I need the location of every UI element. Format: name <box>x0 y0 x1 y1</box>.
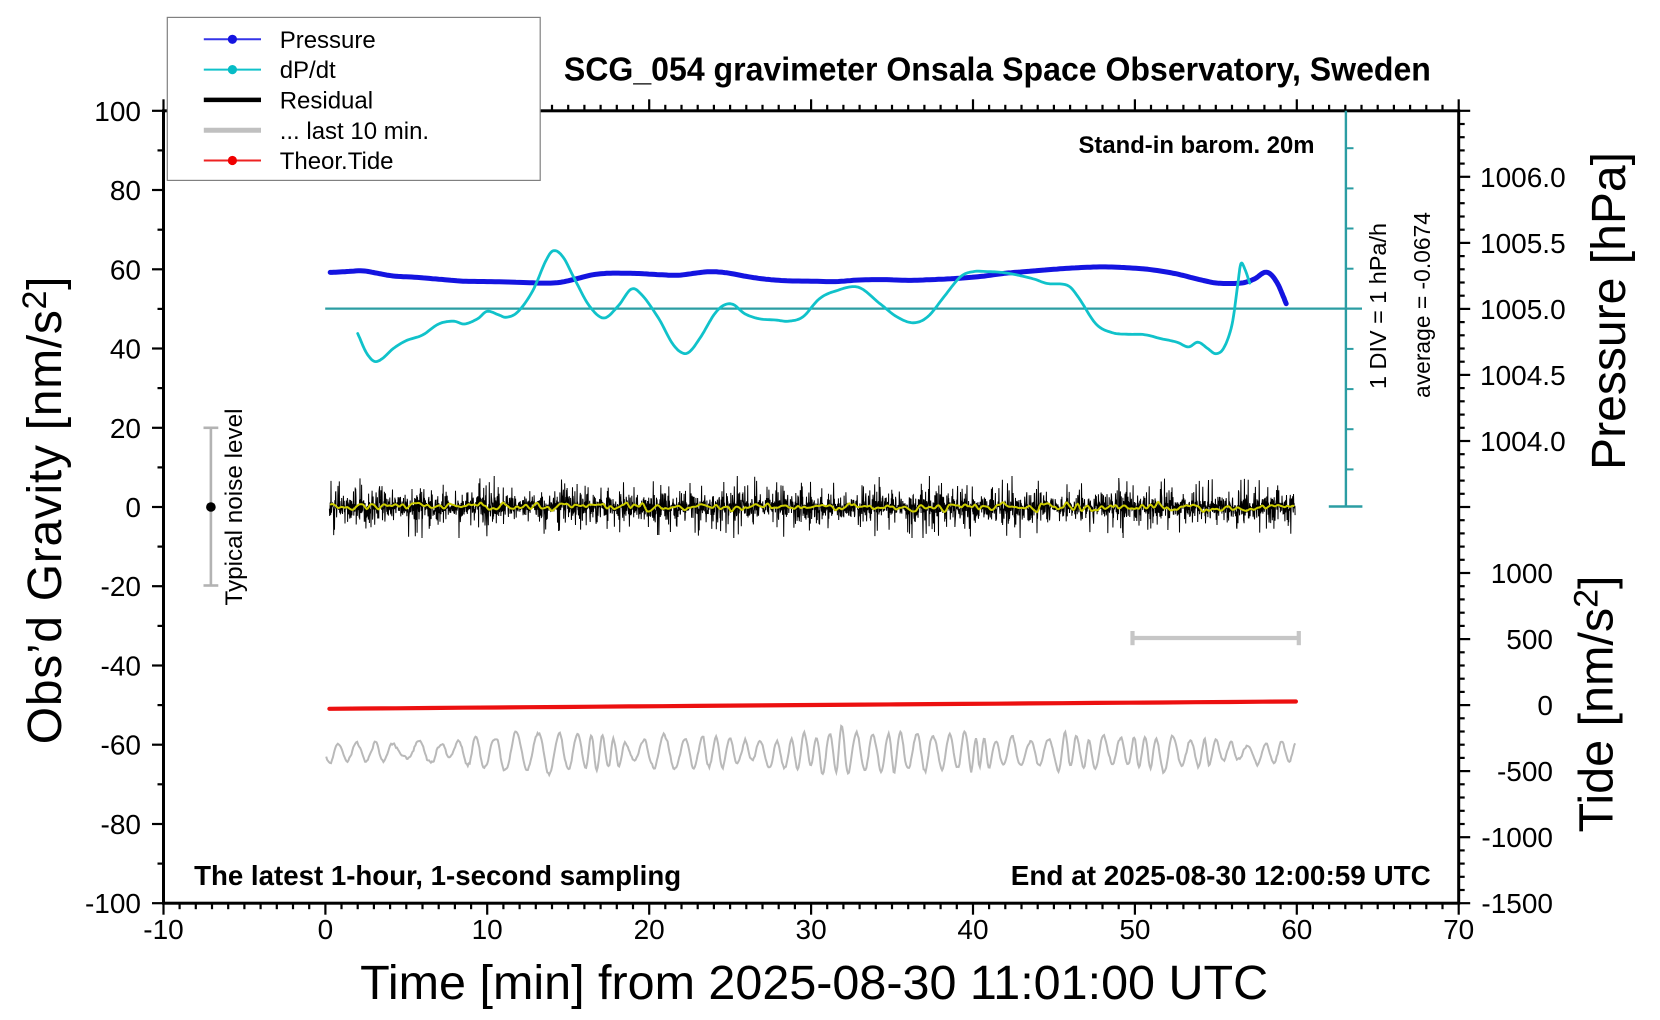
svg-text:-500: -500 <box>1497 756 1553 787</box>
svg-text:Obs’d Gravity [nm/s2]: Obs’d Gravity [nm/s2] <box>16 276 72 744</box>
svg-text:End at 2025-08-30 12:00:59 UTC: End at 2025-08-30 12:00:59 UTC <box>1011 860 1431 891</box>
svg-text:Pressure: Pressure <box>280 27 376 54</box>
svg-text:Residual: Residual <box>280 88 373 115</box>
svg-text:10: 10 <box>472 914 503 945</box>
svg-text:20: 20 <box>634 914 665 945</box>
svg-text:1 DIV = 1 hPa/h: 1 DIV = 1 hPa/h <box>1365 223 1391 389</box>
svg-text:40: 40 <box>110 334 141 365</box>
svg-text:Stand-in barom. 20m: Stand-in barom. 20m <box>1079 132 1315 159</box>
svg-text:1004.0: 1004.0 <box>1480 426 1566 457</box>
svg-text:0: 0 <box>318 914 334 945</box>
svg-text:-60: -60 <box>101 730 141 761</box>
svg-text:SCG_054 gravimeter Onsala Spac: SCG_054 gravimeter Onsala Space Observat… <box>564 51 1431 88</box>
svg-text:30: 30 <box>796 914 827 945</box>
svg-text:70: 70 <box>1443 914 1474 945</box>
svg-text:-10: -10 <box>143 914 183 945</box>
svg-text:Tide [nm/s2]: Tide [nm/s2] <box>1568 575 1624 832</box>
svg-text:0: 0 <box>1537 690 1553 721</box>
svg-text:Typical noise level: Typical noise level <box>221 409 248 606</box>
svg-text:100: 100 <box>94 96 141 127</box>
svg-text:-1500: -1500 <box>1481 888 1553 919</box>
svg-text:average = -0.0674: average = -0.0674 <box>1409 212 1435 398</box>
svg-text:1006.0: 1006.0 <box>1480 162 1566 193</box>
svg-text:20: 20 <box>110 413 141 444</box>
svg-text:-80: -80 <box>101 809 141 840</box>
svg-text:1000: 1000 <box>1491 558 1553 589</box>
svg-text:0: 0 <box>125 492 141 523</box>
svg-text:-100: -100 <box>85 888 141 919</box>
svg-text:1005.0: 1005.0 <box>1480 294 1566 325</box>
svg-text:dP/dt: dP/dt <box>280 57 336 84</box>
svg-text:40: 40 <box>957 914 988 945</box>
svg-text:50: 50 <box>1119 914 1150 945</box>
svg-text:Pressure [hPa]: Pressure [hPa] <box>1582 152 1636 470</box>
svg-text:-40: -40 <box>101 651 141 682</box>
svg-text:Theor.Tide: Theor.Tide <box>280 148 394 175</box>
svg-text:60: 60 <box>1281 914 1312 945</box>
svg-text:-20: -20 <box>101 571 141 602</box>
svg-text:The latest 1-hour, 1-second sa: The latest 1-hour, 1-second sampling <box>194 860 681 891</box>
svg-text:1005.5: 1005.5 <box>1480 228 1566 259</box>
svg-text:1004.5: 1004.5 <box>1480 360 1566 391</box>
svg-text:80: 80 <box>110 175 141 206</box>
svg-text:60: 60 <box>110 254 141 285</box>
svg-text:Time [min] from 2025-08-30 11:: Time [min] from 2025-08-30 11:01:00 UTC <box>360 957 1268 1010</box>
svg-text:500: 500 <box>1506 624 1553 655</box>
svg-text:... last 10 min.: ... last 10 min. <box>280 118 429 145</box>
svg-text:-1000: -1000 <box>1481 822 1553 853</box>
